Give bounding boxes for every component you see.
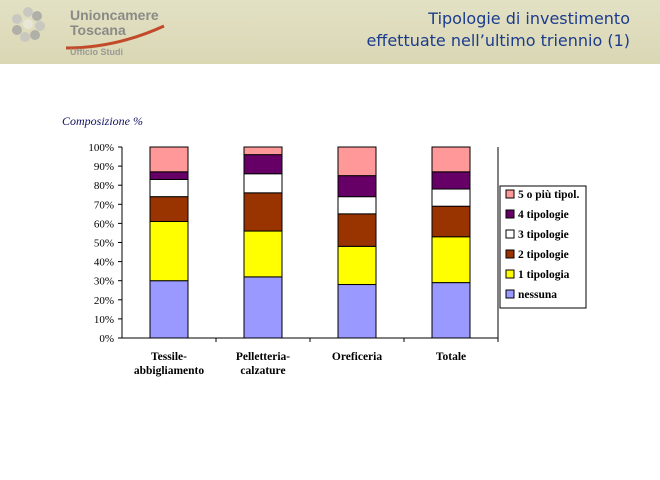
bar-segment <box>243 276 283 339</box>
legend-label: 3 tipologie <box>518 229 569 241</box>
bar-segment <box>431 188 471 207</box>
bar-segment <box>431 146 471 173</box>
y-tick-label: 50% <box>94 238 114 250</box>
x-category-label: Oreficeria <box>332 351 382 363</box>
bar-segment <box>149 196 189 222</box>
logo-org-line2: Toscana <box>70 22 126 38</box>
bar-segment <box>243 154 283 175</box>
bar-segment <box>337 146 377 177</box>
bar-segment <box>149 178 189 198</box>
bar-segment <box>149 220 189 282</box>
bar-segment <box>149 171 189 180</box>
bar-segment <box>431 236 471 284</box>
y-tick-label: 60% <box>94 218 114 230</box>
bar-segment <box>337 284 377 339</box>
legend-swatch <box>505 249 515 259</box>
y-tick-label: 100% <box>88 142 114 154</box>
unioncamere-logo-icon <box>12 7 165 50</box>
slide-header: Unioncamere Toscana Ufficio Studi Tipolo… <box>0 0 660 64</box>
y-tick-label: 90% <box>94 161 114 173</box>
bar-segment <box>337 196 377 215</box>
y-tick-label: 40% <box>94 257 114 269</box>
y-tick-label: 30% <box>94 276 114 288</box>
x-category-label: calzature <box>240 365 285 377</box>
bar-segment <box>243 230 283 278</box>
legend-label: 4 tipologie <box>518 209 569 221</box>
chart-subtitle: Composizione % <box>62 114 143 128</box>
bar-segment <box>149 280 189 339</box>
x-category-label: Tessile- <box>151 351 187 363</box>
bar-segment <box>431 205 471 238</box>
y-tick-label: 20% <box>94 295 114 307</box>
legend-swatch <box>505 289 515 299</box>
y-tick-label: 0% <box>99 333 114 345</box>
bar-segment <box>149 146 189 173</box>
legend-box <box>499 185 587 309</box>
logo-org-line1: Unioncamere <box>70 7 159 23</box>
bar-segment <box>431 171 471 190</box>
legend-swatch <box>505 209 515 219</box>
bar-segment <box>243 146 283 156</box>
logo-organization: Unioncamere Toscana <box>70 8 159 38</box>
legend-label: 1 tipologia <box>518 269 570 281</box>
y-tick-label: 10% <box>94 314 114 326</box>
y-tick-label: 80% <box>94 180 114 192</box>
x-category-label: Pelletteria- <box>236 351 290 363</box>
legend-swatch <box>505 189 515 199</box>
y-tick-label: 70% <box>94 199 114 211</box>
bar-segment <box>337 213 377 247</box>
legend-label: 2 tipologie <box>518 249 569 261</box>
bar-segment <box>337 245 377 286</box>
x-category-label: Totale <box>436 351 466 363</box>
x-category-label: abbigliamento <box>134 365 205 377</box>
bar-segment <box>431 282 471 339</box>
legend-label: nessuna <box>518 289 557 301</box>
legend-label: 5 o più tipol. <box>518 189 579 201</box>
slide-title-line1: Tipologie di investimento <box>428 9 630 28</box>
legend-swatch <box>505 269 515 279</box>
logo-department: Ufficio Studi <box>70 47 123 57</box>
bar-segment <box>243 173 283 194</box>
bar-segment <box>337 175 377 198</box>
legend-swatch <box>505 229 515 239</box>
slide-title-line2: effettuate nell’ultimo triennio (1) <box>366 31 630 50</box>
bar-segment <box>243 192 283 232</box>
slide-title: Tipologie di investimento effettuate nel… <box>366 8 630 52</box>
